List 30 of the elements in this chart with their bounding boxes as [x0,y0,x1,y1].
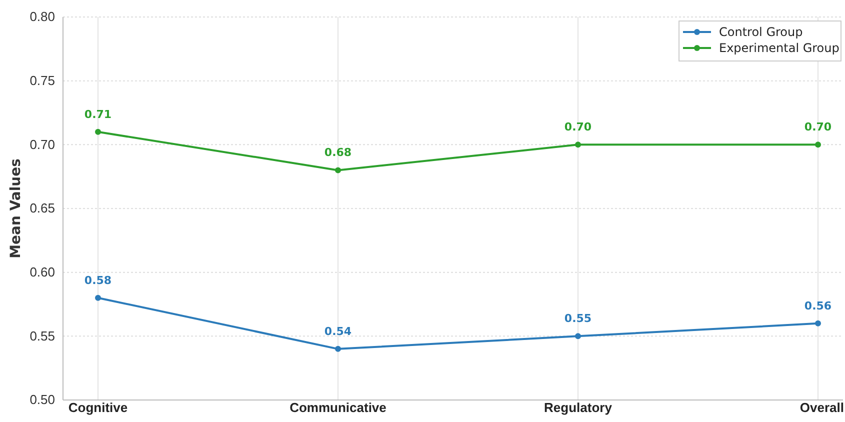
y-tick-label: 0.80 [30,9,55,24]
point [815,142,821,148]
data-label: 0.56 [804,299,832,312]
point [575,142,581,148]
point [575,333,581,340]
point [335,167,341,174]
legend-label: Control Group [719,25,803,39]
y-tick-label: 0.65 [30,200,55,216]
legend-label: Experimental Group [719,41,840,55]
x-tick-label: Overall [800,400,844,416]
y-axis-title: Mean Values [8,158,24,258]
data-label: 0.70 [564,120,592,134]
data-label: 0.71 [84,108,112,121]
x-tick-label: Communicative [290,400,386,416]
point [95,294,101,301]
data-label: 0.70 [804,120,832,134]
data-label: 0.55 [564,312,592,326]
y-tick-label: 0.75 [30,72,55,88]
y-tick-label: 0.50 [30,392,55,408]
data-label: 0.68 [324,146,352,160]
x-tick-label: Regulatory [544,400,613,416]
data-label: 0.54 [324,324,352,338]
point [95,128,101,135]
point [815,320,821,326]
y-tick-label: 0.60 [30,264,55,280]
point [335,346,341,352]
y-tick-label: 0.70 [30,136,55,152]
data-label: 0.58 [84,274,112,287]
x-tick-label: Cognitive [68,400,128,416]
y-tick-label: 0.55 [30,328,55,344]
